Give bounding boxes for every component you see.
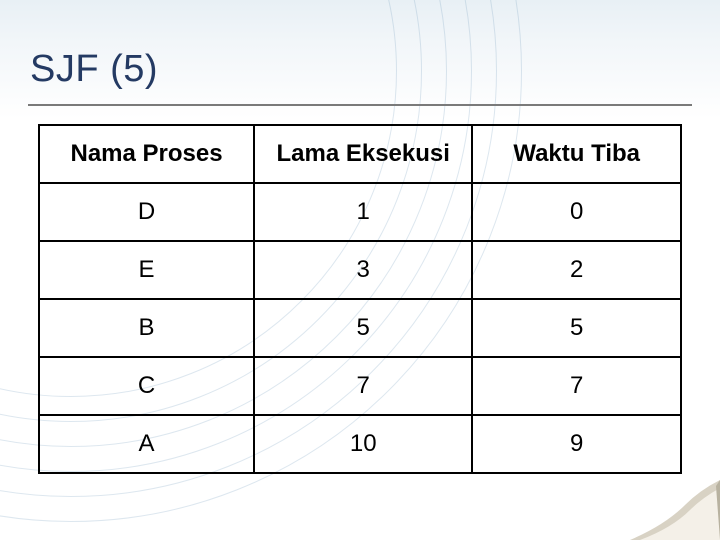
col-header: Waktu Tiba bbox=[472, 125, 681, 183]
slide: SJF (5) Nama Proses Lama Eksekusi Waktu … bbox=[0, 0, 720, 540]
slide-title: SJF (5) bbox=[30, 48, 158, 91]
table-row: A 10 9 bbox=[39, 415, 681, 473]
cell: 1 bbox=[254, 183, 472, 241]
cell: 5 bbox=[472, 299, 681, 357]
table-row: E 3 2 bbox=[39, 241, 681, 299]
table-header-row: Nama Proses Lama Eksekusi Waktu Tiba bbox=[39, 125, 681, 183]
title-underline bbox=[28, 104, 692, 106]
cell: 5 bbox=[254, 299, 472, 357]
col-header: Nama Proses bbox=[39, 125, 254, 183]
table-row: B 5 5 bbox=[39, 299, 681, 357]
cell: 9 bbox=[472, 415, 681, 473]
table-row: D 1 0 bbox=[39, 183, 681, 241]
cell: 7 bbox=[472, 357, 681, 415]
cell: 10 bbox=[254, 415, 472, 473]
cell: E bbox=[39, 241, 254, 299]
process-table: Nama Proses Lama Eksekusi Waktu Tiba D 1… bbox=[38, 124, 682, 474]
col-header: Lama Eksekusi bbox=[254, 125, 472, 183]
cell: 7 bbox=[254, 357, 472, 415]
cell: 3 bbox=[254, 241, 472, 299]
page-curl-icon bbox=[630, 480, 720, 540]
table-row: C 7 7 bbox=[39, 357, 681, 415]
cell: A bbox=[39, 415, 254, 473]
cell: 0 bbox=[472, 183, 681, 241]
cell: C bbox=[39, 357, 254, 415]
cell: B bbox=[39, 299, 254, 357]
cell: D bbox=[39, 183, 254, 241]
cell: 2 bbox=[472, 241, 681, 299]
